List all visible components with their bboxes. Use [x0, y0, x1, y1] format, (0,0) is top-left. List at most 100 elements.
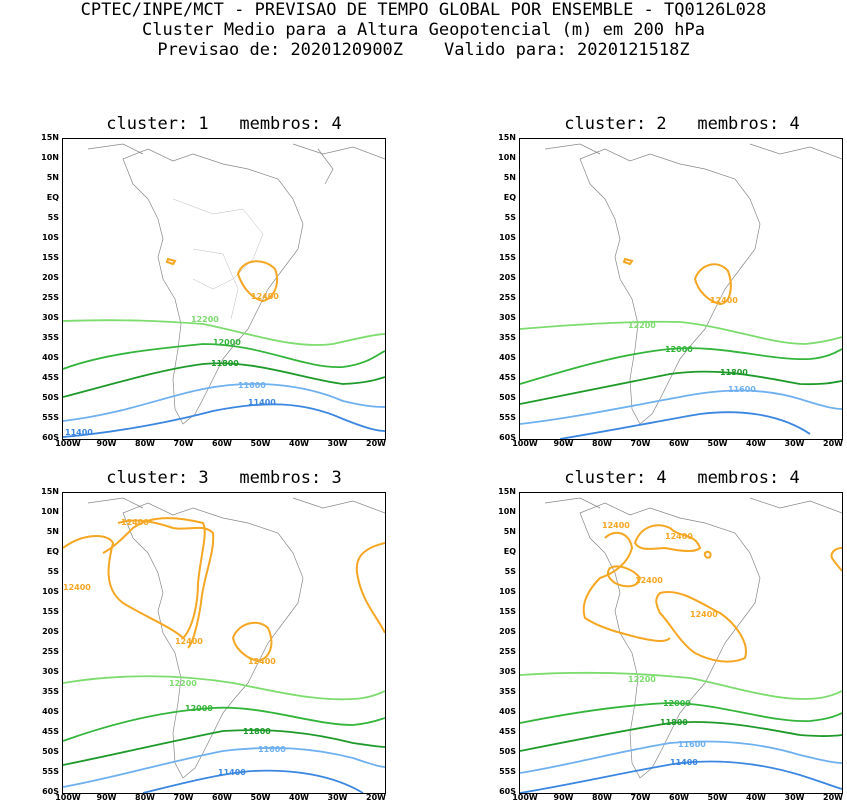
contour-11800 [520, 370, 842, 405]
contour-11600 [63, 383, 385, 422]
contour-12400 [236, 260, 279, 303]
lat-tick-label: 55S [42, 767, 59, 776]
lat-tick-label: 50S [42, 747, 59, 756]
lat-tick-label: 45S [499, 727, 516, 736]
contour-11600 [520, 740, 842, 774]
lon-tick-label: 80W [135, 439, 155, 448]
lat-tick-label: 10N [41, 507, 59, 516]
label-11400a: 11400 [248, 398, 276, 407]
lon-tick-label: 70W [630, 793, 651, 802]
lon-tick-label: 50W [707, 793, 728, 802]
contour-12400-east [830, 547, 842, 572]
lat-tick-label: 45S [499, 373, 516, 382]
label-11400b: 11400 [65, 428, 93, 437]
coastline [544, 143, 842, 425]
lat-tick-label: EQ [46, 193, 59, 202]
lat-tick-label: 20S [42, 627, 59, 636]
lat-tick-label: 10N [498, 153, 516, 162]
contour-12400-small [622, 257, 634, 266]
lon-tick-label: 70W [173, 439, 194, 448]
lon-tick-label: 60W [212, 793, 232, 802]
label-12000: 12000 [665, 345, 693, 354]
contour-12400-center [606, 565, 642, 588]
lon-tick-label: 40W [746, 793, 766, 802]
label-11600: 11600 [678, 740, 706, 749]
lat-tick-label: 5N [46, 173, 59, 182]
map-panel-3: 12400 12400 12400 12400 12200 12000 1180… [62, 492, 386, 794]
lat-tick-label: 20S [499, 273, 516, 282]
lon-tick-label: 40W [746, 439, 766, 448]
lat-tick-label: 60S [499, 787, 516, 796]
contour-12400-north [633, 524, 702, 552]
lat-tick-label: 35S [42, 333, 59, 342]
contour-12400-south [655, 591, 747, 663]
contour-11400 [559, 411, 811, 439]
lon-tick-label: 100W [512, 793, 538, 802]
lat-tick-label: 15S [499, 607, 516, 616]
contour-12200 [520, 671, 842, 700]
contour-12000 [63, 343, 385, 370]
lon-tick-label: 60W [669, 439, 689, 448]
lat-tick-label: 35S [499, 333, 516, 342]
lon-tick-label: 20W [366, 793, 386, 802]
label-11600: 11600 [728, 385, 756, 394]
lat-tick-label: 25S [499, 293, 516, 302]
header-line-2: Cluster Medio para a Altura Geopotencial… [142, 20, 705, 40]
lon-tick-label: 20W [823, 439, 843, 448]
lat-tick-label: 15S [42, 607, 59, 616]
label-11600: 11600 [258, 745, 286, 754]
lat-tick-label: 15N [498, 133, 516, 142]
lon-tick-label: 30W [327, 793, 348, 802]
map-panel-3-svg: 12400 12400 12400 12400 12200 12000 1180… [63, 497, 385, 793]
lon-tick-label: 70W [630, 439, 651, 448]
lon-tick-label: 30W [327, 439, 348, 448]
contour-11400 [142, 769, 364, 793]
contour-12400-dot [703, 550, 712, 559]
lat-tick-label: 5S [504, 567, 516, 576]
label-12000: 12000 [213, 338, 241, 347]
lat-tick-label: 40S [42, 707, 59, 716]
map-panel-2-svg: 12400 12200 12000 11800 11600 [520, 143, 842, 439]
contour-12200 [520, 320, 842, 345]
contour-11800 [63, 729, 385, 766]
lat-tick-label: EQ [503, 193, 516, 202]
label-12400b: 12400 [665, 532, 693, 541]
lat-tick-label: 60S [42, 433, 59, 442]
header-line-3: Previsao de: 2020120900Z Valido para: 20… [157, 40, 690, 60]
lat-tick-label: 15N [41, 133, 59, 142]
lat-tick-label: 5S [504, 213, 516, 222]
lat-tick-label: 60S [499, 433, 516, 442]
contour-12200 [63, 319, 385, 346]
lat-tick-label: 10N [498, 507, 516, 516]
label-12400d: 12400 [248, 657, 276, 666]
lon-tick-label: 90W [553, 793, 574, 802]
lat-tick-label: 30S [499, 667, 516, 676]
label-11600: 11600 [238, 381, 266, 390]
panel-4-title: cluster: 4 membros: 4 [564, 468, 800, 488]
label-11400: 11400 [670, 758, 698, 767]
lon-tick-label: 20W [366, 439, 386, 448]
label-11800: 11800 [720, 368, 748, 377]
contour-12000 [63, 706, 385, 742]
lat-tick-label: 35S [499, 687, 516, 696]
label-11800: 11800 [211, 359, 239, 368]
contour-11400 [520, 760, 842, 793]
lat-tick-label: 10N [41, 153, 59, 162]
lat-tick-label: 50S [499, 747, 516, 756]
lat-tick-label: 60S [42, 787, 59, 796]
lat-tick-label: 10S [499, 233, 516, 242]
lat-tick-label: 5N [46, 527, 59, 536]
lat-tick-label: 10S [42, 233, 59, 242]
label-12400a: 12400 [602, 521, 630, 530]
map-panel-1: 12400 12200 12000 11800 11600 11400 1140… [62, 138, 386, 440]
lat-tick-label: 15N [41, 487, 59, 496]
map-panel-4-svg: 12400 12400 12400 12400 12200 12000 1180… [520, 497, 842, 793]
label-11400: 11400 [218, 768, 246, 777]
lat-tick-label: 40S [499, 353, 516, 362]
label-12200: 12200 [191, 315, 219, 324]
label-12000: 12000 [185, 704, 213, 713]
label-11800: 11800 [243, 727, 271, 736]
coastline [87, 497, 385, 779]
panel-3-title: cluster: 3 membros: 3 [106, 468, 342, 488]
lon-tick-label: 100W [55, 793, 81, 802]
